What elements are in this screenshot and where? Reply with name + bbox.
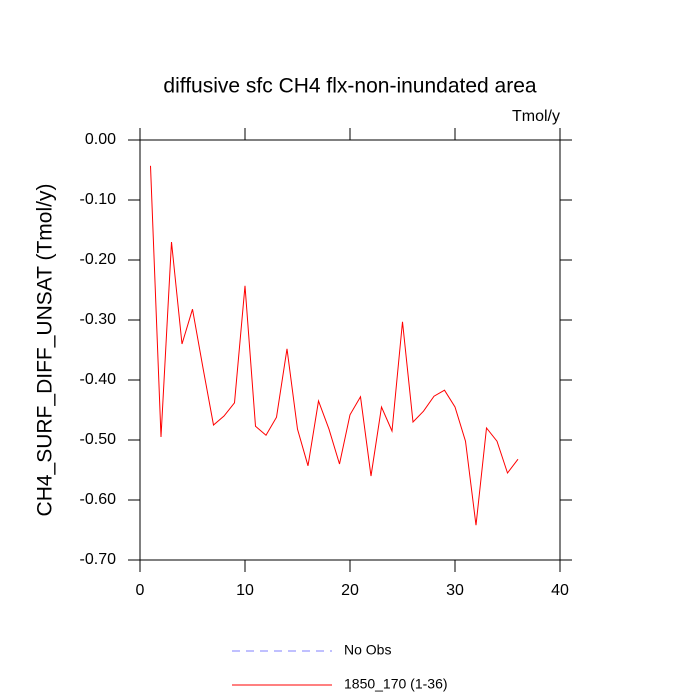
y-tick-label: -0.70 — [80, 551, 117, 568]
y-tick-label: -0.20 — [80, 251, 117, 268]
y-tick-label: -0.10 — [80, 191, 117, 208]
data-line — [150, 165, 519, 526]
chart-title: diffusive sfc CH4 flx-non-inundated area — [163, 75, 536, 98]
y-tick-label: -0.40 — [80, 371, 117, 388]
y-tick-label: -0.60 — [80, 491, 117, 508]
y-tick-label: 0.00 — [85, 131, 116, 148]
legend-label: 1850_170 (1-36) — [344, 676, 448, 692]
x-tick-label: 20 — [341, 582, 359, 599]
y-tick-label: -0.50 — [80, 431, 117, 448]
x-tick-label: 0 — [136, 582, 145, 599]
y-axis-label: CH4_SURF_DIFF_UNSAT (Tmol/y) — [34, 184, 57, 517]
y-tick-label: -0.30 — [80, 311, 117, 328]
units-label: Tmol/y — [512, 108, 560, 125]
legend-label: No Obs — [344, 642, 391, 658]
x-tick-label: 30 — [446, 582, 464, 599]
x-tick-label: 40 — [551, 582, 569, 599]
x-tick-label: 10 — [236, 582, 254, 599]
